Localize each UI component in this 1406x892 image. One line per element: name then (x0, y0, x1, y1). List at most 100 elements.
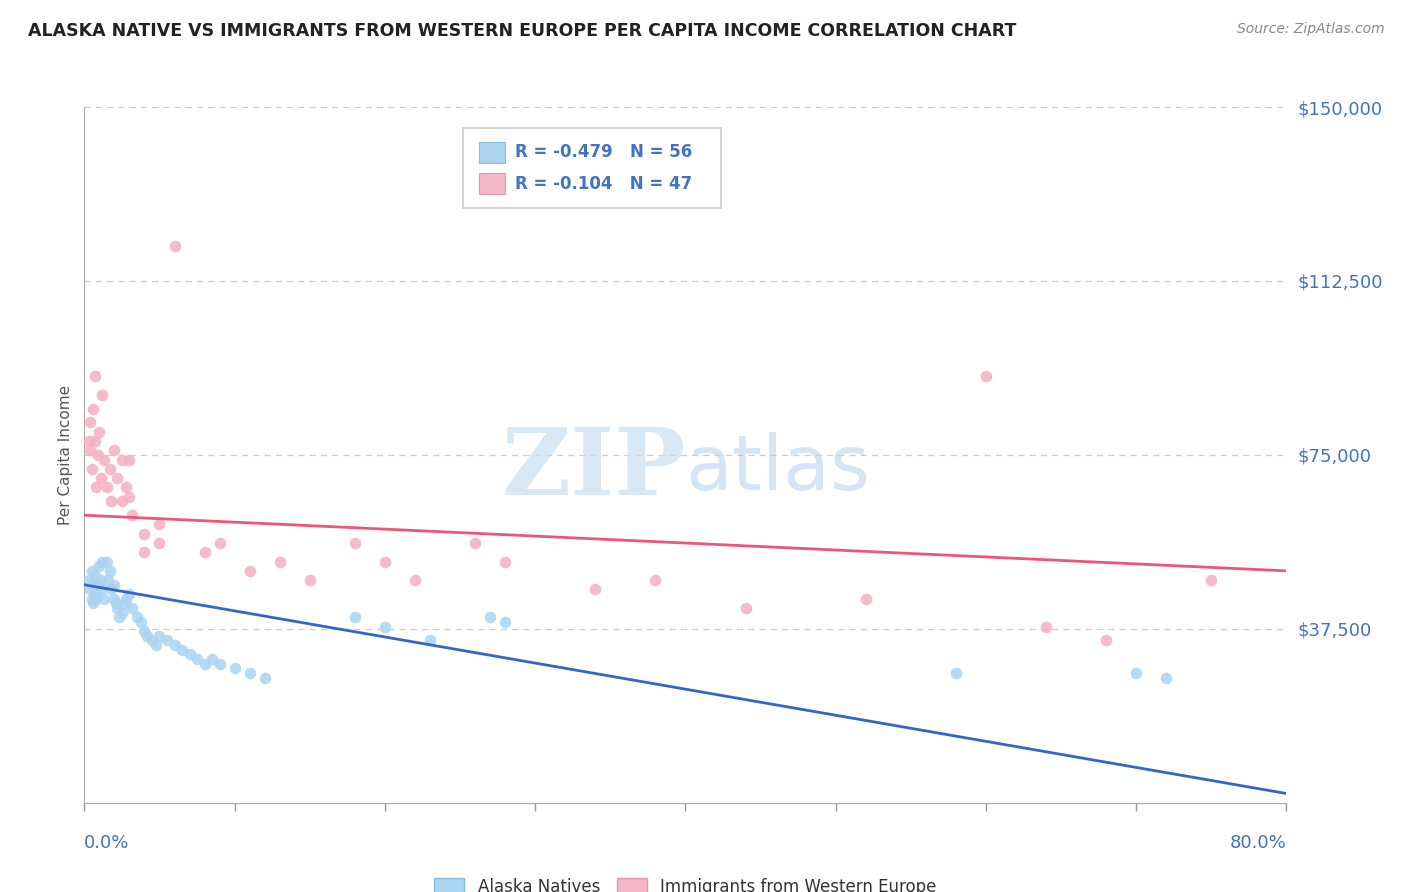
Point (404, 573, 426, 587)
Point (253, 671, 276, 685)
Point (208, 536, 231, 550)
Point (1125, 665, 1147, 680)
Point (90, 573, 112, 587)
Point (98, 462, 121, 476)
Point (91, 555, 114, 569)
Point (208, 657, 231, 671)
Point (86, 591, 108, 606)
Point (100, 494, 122, 508)
Point (148, 536, 170, 550)
Point (374, 555, 396, 569)
Point (82, 578, 104, 592)
Point (855, 591, 877, 606)
Legend: Alaska Natives, Immigrants from Western Europe: Alaska Natives, Immigrants from Western … (427, 871, 943, 892)
Point (79, 443, 101, 458)
Point (111, 452, 134, 467)
Point (163, 638, 186, 652)
Point (156, 633, 179, 648)
Point (121, 508, 143, 523)
Point (148, 629, 170, 643)
Point (945, 665, 967, 680)
Point (83, 587, 105, 601)
Point (107, 471, 129, 485)
Point (125, 610, 148, 624)
Point (115, 480, 138, 494)
Point (118, 452, 141, 467)
Text: R = -0.479   N = 56: R = -0.479 N = 56 (515, 144, 692, 161)
Point (98, 564, 121, 578)
Point (86, 582, 108, 597)
Point (82, 401, 104, 416)
Point (118, 587, 141, 601)
Point (80, 462, 103, 476)
Point (131, 615, 153, 629)
FancyBboxPatch shape (478, 142, 505, 162)
Point (96, 555, 118, 569)
Point (79, 582, 101, 597)
Text: atlas: atlas (686, 432, 870, 506)
Text: Source: ZipAtlas.com: Source: ZipAtlas.com (1237, 22, 1385, 37)
Point (90, 471, 112, 485)
Point (134, 624, 156, 639)
Point (82, 596, 104, 610)
Point (83, 568, 105, 582)
Point (87, 448, 110, 462)
Point (269, 555, 291, 569)
Point (114, 596, 136, 610)
Point (239, 665, 262, 680)
Point (494, 555, 516, 569)
Point (136, 629, 159, 643)
Text: 0.0%: 0.0% (84, 834, 129, 852)
Point (107, 601, 129, 615)
Point (1035, 619, 1057, 633)
Point (118, 490, 141, 504)
Point (583, 582, 606, 597)
Point (79, 416, 101, 430)
Text: ALASKA NATIVE VS IMMIGRANTS FROM WESTERN EUROPE PER CAPITA INCOME CORRELATION CH: ALASKA NATIVE VS IMMIGRANTS FROM WESTERN… (28, 22, 1017, 40)
Point (186, 652, 208, 666)
Point (170, 642, 193, 657)
Point (103, 591, 125, 606)
Point (343, 536, 366, 550)
Point (374, 619, 396, 633)
Point (224, 661, 246, 675)
Point (343, 610, 366, 624)
Point (104, 596, 127, 610)
Point (734, 601, 756, 615)
Point (89, 559, 111, 574)
Point (121, 601, 143, 615)
Point (83, 434, 105, 448)
Point (141, 633, 163, 648)
Point (77, 434, 100, 448)
Point (298, 573, 321, 587)
Point (91, 387, 114, 401)
Point (115, 591, 138, 606)
Point (145, 638, 167, 652)
Y-axis label: Per Capita Income: Per Capita Income (58, 384, 73, 525)
Text: ZIP: ZIP (501, 424, 686, 514)
Point (93, 591, 115, 606)
Point (80, 591, 103, 606)
Point (194, 545, 217, 559)
Point (134, 545, 156, 559)
Point (419, 633, 441, 648)
Point (77, 573, 100, 587)
Point (1156, 671, 1178, 685)
Point (644, 573, 666, 587)
Point (974, 369, 997, 384)
Point (494, 615, 516, 629)
Point (148, 517, 170, 532)
Point (96, 480, 118, 494)
Point (1201, 573, 1223, 587)
Point (464, 536, 486, 550)
Point (194, 657, 217, 671)
Point (134, 526, 156, 541)
Point (163, 239, 186, 253)
Point (179, 648, 201, 662)
Point (1095, 633, 1118, 648)
Point (91, 582, 114, 597)
Point (97, 573, 120, 587)
Point (86, 480, 108, 494)
Point (93, 452, 115, 467)
Point (111, 494, 134, 508)
